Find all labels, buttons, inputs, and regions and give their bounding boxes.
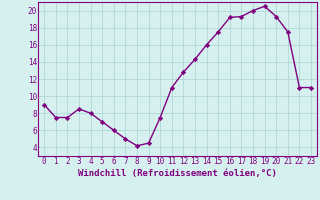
X-axis label: Windchill (Refroidissement éolien,°C): Windchill (Refroidissement éolien,°C) — [78, 169, 277, 178]
